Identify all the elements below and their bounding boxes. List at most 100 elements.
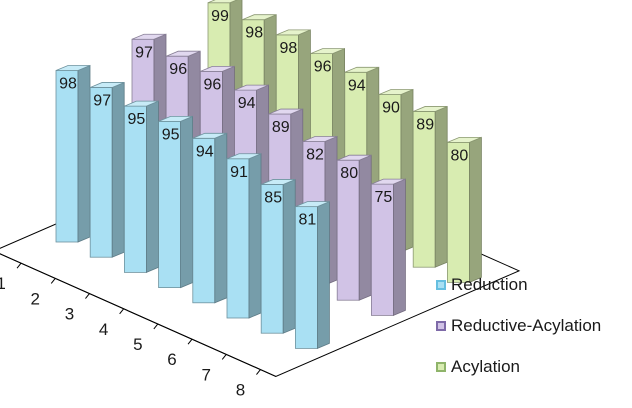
data-label: 98: [280, 40, 298, 57]
data-label: 91: [230, 164, 248, 181]
x-tick-mark: [16, 262, 22, 269]
bar-top: [226, 153, 262, 160]
data-label: 95: [162, 126, 180, 143]
bar: 91: [226, 153, 262, 319]
bar-side: [145, 100, 159, 273]
bar-top: [166, 50, 201, 57]
bar-top: [447, 136, 482, 143]
bar-top: [302, 136, 338, 142]
bar-top: [90, 82, 125, 88]
bar: 97: [89, 81, 125, 258]
bar-top: [344, 66, 379, 73]
x-tick-mark: [119, 308, 125, 315]
bar-side: [282, 178, 296, 334]
data-label: 96: [204, 76, 222, 93]
bar: 95: [158, 115, 194, 289]
data-label: 89: [272, 119, 290, 136]
legend-item-acylation: Acylation: [436, 356, 601, 378]
legend-item-reduction: Reduction: [436, 274, 601, 296]
legend-swatch-reduction: [436, 280, 446, 290]
bar-side: [180, 115, 194, 289]
bar-front: [89, 87, 113, 258]
bar: 85: [260, 178, 296, 334]
bar-front: [55, 70, 79, 243]
data-label: 98: [245, 25, 263, 42]
data-label: 85: [264, 189, 282, 206]
bar-top: [158, 115, 193, 122]
bar-side: [468, 136, 482, 283]
bar-side: [77, 64, 91, 243]
data-label: 90: [382, 100, 400, 117]
x-tick-label: 6: [167, 350, 176, 369]
bar-side: [248, 153, 262, 319]
bar: 80: [446, 136, 482, 283]
x-tick-mark: [153, 323, 159, 330]
bar-top: [234, 84, 269, 91]
x-tick-mark: [187, 338, 193, 345]
bar-front: [158, 120, 182, 288]
bar-front: [124, 105, 147, 273]
legend-item-reductive-acylation: Reductive-Acylation: [436, 315, 601, 337]
data-label: 98: [59, 76, 77, 93]
bar-side: [358, 154, 372, 301]
x-tick-label: 5: [133, 335, 142, 354]
legend-swatch-reductive-acylation: [436, 321, 446, 331]
bar-side: [214, 132, 228, 304]
legend-swatch-acylation: [436, 362, 446, 372]
bar-top: [131, 33, 167, 40]
bar-front: [260, 184, 284, 334]
bar-top: [371, 178, 406, 185]
bar-top: [192, 132, 227, 139]
bar: 94: [192, 132, 228, 304]
data-label: 96: [314, 59, 332, 76]
data-label: 82: [306, 147, 324, 164]
bar-side: [316, 201, 330, 349]
bar: 81: [294, 201, 330, 349]
x-tick-mark: [221, 354, 227, 360]
data-label: 97: [135, 44, 153, 61]
bar-side: [434, 105, 448, 268]
bar-front: [412, 111, 436, 268]
legend-label-reduction: Reduction: [451, 275, 528, 294]
x-tick-label: 3: [65, 305, 74, 324]
bar: 95: [124, 100, 159, 273]
bar-top: [378, 89, 414, 95]
data-label: 80: [451, 147, 469, 164]
bar-top: [242, 14, 277, 21]
bar-front: [192, 137, 216, 304]
x-tick-label: 1: [0, 274, 6, 293]
data-label: 94: [348, 77, 366, 94]
x-tick-label: 8: [236, 381, 245, 400]
bar-top: [310, 48, 345, 54]
x-tick-label: 2: [31, 289, 40, 308]
bar: 98: [55, 64, 91, 243]
legend-label-acylation: Acylation: [451, 357, 520, 376]
x-axis-line: [0, 253, 277, 377]
x-tick-mark: [85, 293, 90, 299]
bar-top: [207, 0, 238, 4]
x-tick-mark: [256, 369, 261, 375]
data-label: 97: [93, 92, 111, 109]
bar-top: [261, 179, 296, 185]
data-label: 96: [169, 61, 187, 78]
bar: 80: [336, 154, 372, 301]
bar-top: [124, 100, 159, 107]
x-tick-label: 7: [202, 365, 211, 384]
data-label: 95: [128, 111, 146, 128]
data-label: 81: [299, 212, 317, 229]
legend-label-reductive-acylation: Reductive-Acylation: [451, 316, 602, 335]
bar: 89: [412, 105, 448, 268]
data-label: 99: [211, 8, 229, 25]
bar-top: [413, 106, 448, 112]
bar-top: [295, 201, 330, 208]
data-label: 75: [375, 189, 393, 206]
x-tick-label: 4: [99, 320, 108, 339]
legend: Reduction Reductive-Acylation Acylation: [436, 274, 601, 397]
bar-top: [276, 29, 311, 36]
bar-front: [226, 158, 250, 319]
bar-top: [55, 65, 91, 71]
data-label: 94: [196, 143, 214, 160]
bar-side: [111, 81, 125, 258]
data-label: 94: [238, 95, 256, 112]
